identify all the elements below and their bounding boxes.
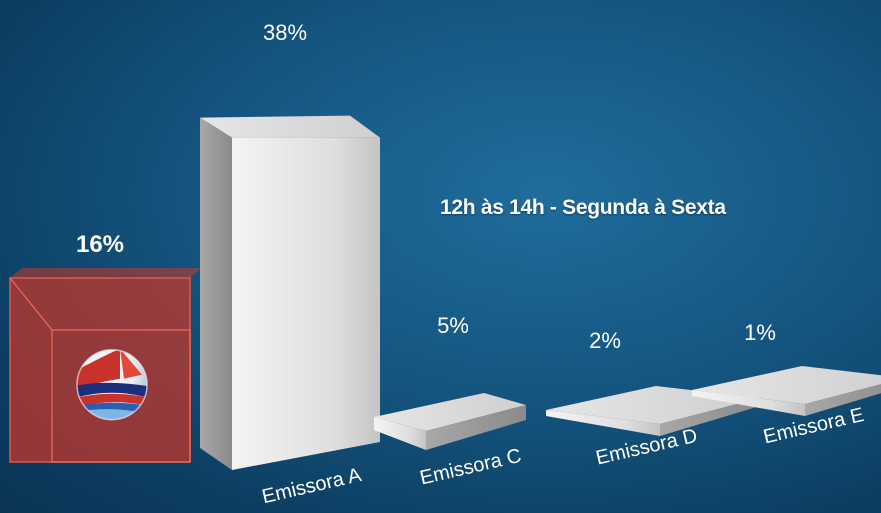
bar-side-face [805,384,881,416]
bar-top-face [10,268,202,278]
category-label: Emissora A [260,464,364,508]
bar-side-face [426,405,526,450]
bar-side-face [660,398,760,436]
value-label: 5% [437,313,469,338]
bar-top-face [692,366,881,404]
bar-inner-edge [51,329,191,463]
value-label: 1% [744,320,776,345]
broadcaster-logo-icon [76,348,148,421]
value-label: 38% [263,20,307,45]
value-label: 16% [76,231,124,258]
bar-3 [374,393,526,450]
bar-front-face [232,137,380,470]
chart-subtitle: 12h às 14h - Segunda à Sexta [440,196,726,219]
bar-front-face [546,410,660,436]
bar-2 [200,115,380,470]
bar-side-face [200,117,232,470]
bar-top-face [200,115,380,138]
bar-top-face [374,393,526,431]
bar-front-face [692,390,805,416]
value-label: 2% [589,328,621,353]
category-label: Emissora C [418,445,524,490]
bar-5 [692,366,881,416]
bar-front-face [374,417,426,450]
